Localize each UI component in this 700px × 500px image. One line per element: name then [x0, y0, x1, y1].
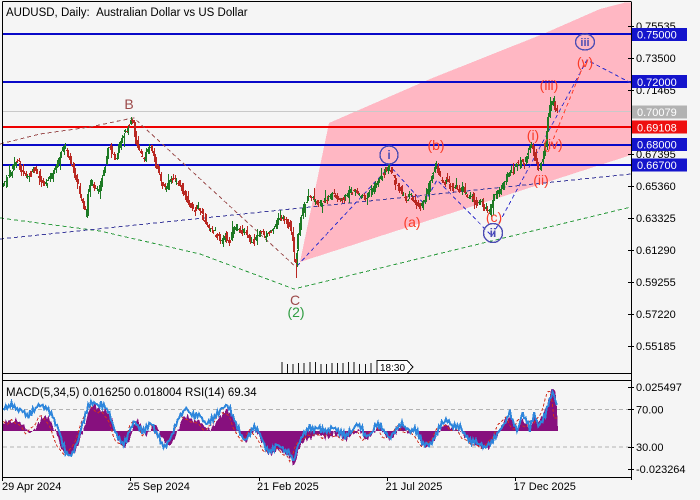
svg-text:70.00: 70.00	[636, 405, 664, 417]
svg-text:(2): (2)	[287, 304, 304, 320]
svg-text:AUDUSD, Daily: Australian Dol: AUDUSD, Daily: Australian Dollar vs US D…	[6, 7, 248, 19]
svg-text:(c): (c)	[486, 209, 502, 225]
svg-text:(ii): (ii)	[533, 172, 549, 188]
svg-text:0.55185: 0.55185	[636, 341, 676, 353]
svg-text:17 Dec 2025: 17 Dec 2025	[514, 481, 576, 493]
svg-text:21 Jul 2025: 21 Jul 2025	[386, 481, 443, 493]
svg-text:0.65360: 0.65360	[636, 181, 676, 193]
svg-text:29 Apr 2024: 29 Apr 2024	[2, 481, 61, 493]
svg-text:(b): (b)	[427, 137, 444, 153]
svg-text:(i): (i)	[527, 127, 539, 143]
svg-text:30.00: 30.00	[636, 442, 664, 454]
svg-text:21 Feb 2025: 21 Feb 2025	[257, 481, 319, 493]
svg-text:i: i	[387, 148, 390, 162]
svg-text:(a): (a)	[403, 214, 420, 230]
svg-text:0.59255: 0.59255	[636, 277, 676, 289]
svg-text:0.70079: 0.70079	[637, 107, 677, 119]
svg-text:0.57220: 0.57220	[636, 309, 676, 321]
svg-text:(iii): (iii)	[540, 77, 559, 93]
svg-text:B: B	[124, 96, 133, 112]
svg-text:0.67395: 0.67395	[636, 149, 676, 161]
svg-text:25 Sep 2024: 25 Sep 2024	[128, 481, 190, 493]
svg-text:(v): (v)	[577, 54, 593, 70]
svg-text:0.73500: 0.73500	[636, 53, 676, 65]
svg-text:0.69108: 0.69108	[637, 122, 677, 134]
svg-text:C: C	[290, 292, 300, 308]
svg-text:0.63325: 0.63325	[636, 213, 676, 225]
svg-text:18:30: 18:30	[380, 363, 405, 374]
svg-text:0.68000: 0.68000	[637, 140, 677, 152]
svg-text:0.72000: 0.72000	[637, 77, 677, 89]
svg-text:0.025497: 0.025497	[636, 382, 682, 394]
svg-text:0.61290: 0.61290	[636, 245, 676, 257]
svg-text:0.75000: 0.75000	[637, 30, 677, 42]
svg-text:ii: ii	[490, 226, 497, 240]
svg-text:0.66700: 0.66700	[637, 160, 677, 172]
svg-text:-0.023264: -0.023264	[636, 464, 686, 476]
svg-text:(iv): (iv)	[543, 136, 562, 152]
svg-text:iii: iii	[580, 37, 589, 49]
svg-text:MACD(5,34,5) 0.016250 0.018004: MACD(5,34,5) 0.016250 0.018004 RSI(14) 6…	[6, 387, 257, 399]
